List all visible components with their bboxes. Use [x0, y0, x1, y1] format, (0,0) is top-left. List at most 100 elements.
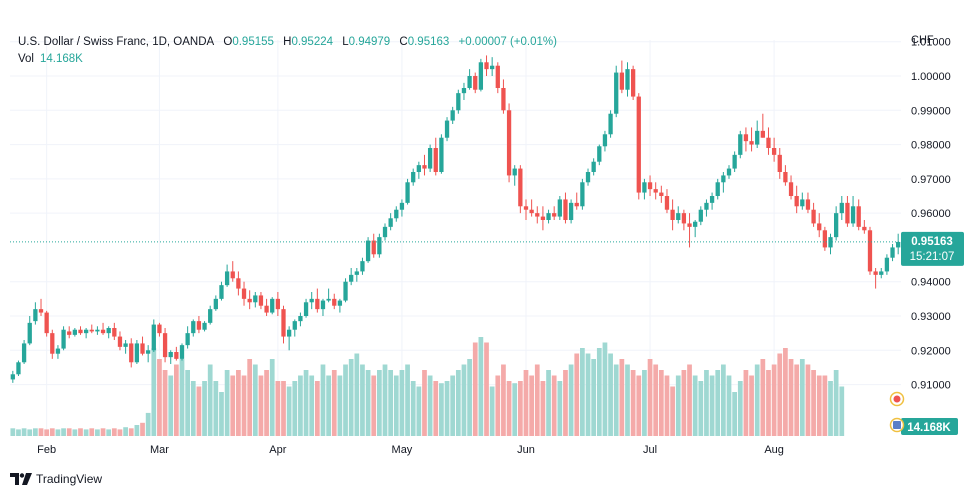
volume-bar	[382, 364, 388, 436]
candle-body	[822, 230, 828, 248]
volume-bar	[247, 359, 253, 436]
price-tick-label: 1.00000	[911, 71, 951, 83]
candle-body	[794, 196, 799, 207]
candle-body	[512, 168, 517, 176]
volume-bar	[715, 370, 721, 436]
volume-bars	[10, 337, 845, 436]
volume-bar	[495, 375, 501, 436]
price-tick-label: 0.94000	[911, 277, 951, 289]
price-axis[interactable]: 1.01000 1.00000 0.99000 0.98000 0.97000 0.960…	[911, 37, 951, 392]
candle-body	[738, 134, 743, 155]
volume-row: Vol 14.168K	[18, 51, 557, 68]
volume-bar	[794, 364, 800, 436]
volume-bar	[258, 375, 264, 436]
countdown-label: 15:21:07	[910, 251, 955, 263]
candle-body	[726, 168, 732, 176]
volume-bar	[298, 375, 303, 436]
volume-bar	[720, 364, 726, 436]
currency-label[interactable]: CHF	[911, 34, 934, 46]
volume-badge-label: 14.168K	[907, 422, 951, 434]
candle-body	[890, 247, 895, 258]
candle-body	[258, 295, 264, 306]
candle-body	[518, 168, 523, 207]
candle-body	[72, 329, 77, 335]
candle-body	[50, 333, 55, 354]
last-price-label: 0.95163	[911, 236, 953, 248]
candle-body	[360, 261, 365, 272]
event-markers[interactable]	[889, 391, 905, 433]
volume-bar	[478, 337, 484, 436]
candle-body	[585, 172, 591, 183]
candle-body	[867, 230, 873, 272]
candle-body	[653, 189, 658, 193]
volume-bar	[416, 386, 422, 436]
volume-bar	[123, 427, 128, 436]
candle-body	[95, 329, 100, 332]
volume-bar	[377, 370, 382, 436]
volume-bar	[625, 364, 630, 436]
volume-bar	[805, 364, 811, 436]
month-tick-label: Jun	[517, 444, 535, 456]
volume-bar	[337, 375, 343, 436]
candle-body	[557, 199, 562, 217]
candle-body	[230, 271, 235, 279]
candle-body	[732, 154, 737, 169]
candle-body	[55, 348, 61, 354]
candle-body	[10, 374, 15, 380]
candle-body	[805, 199, 811, 210]
candle-body	[580, 182, 585, 207]
volume-bar	[455, 370, 461, 436]
candle-body	[788, 182, 794, 196]
candle-body	[896, 241, 901, 248]
volume-bar	[399, 370, 405, 436]
candle-body	[21, 343, 27, 363]
candle-body	[834, 213, 839, 238]
tradingview-logo[interactable]: TradingView	[10, 472, 102, 486]
candle-body	[174, 352, 179, 359]
volume-bar	[162, 370, 168, 436]
candle-body	[811, 209, 816, 224]
candle-body	[422, 165, 427, 169]
volume-bar	[501, 364, 506, 436]
volume-bar	[833, 370, 839, 436]
volume-bar	[647, 359, 653, 436]
last-price-badge: 0.95163 15:21:07	[901, 231, 964, 266]
candle-body	[309, 298, 314, 303]
candle-body	[676, 213, 681, 220]
volume-bar	[709, 375, 715, 436]
candle-body	[162, 333, 168, 358]
candle-body	[608, 113, 613, 135]
volume-bar	[179, 359, 185, 436]
price-tick-label: 0.93000	[911, 311, 951, 323]
volume-bar	[360, 364, 365, 436]
volume-bar	[111, 428, 117, 436]
volume-bar	[230, 375, 236, 436]
volume-bar	[128, 428, 134, 436]
volume-bar	[27, 429, 33, 436]
volume-bar	[489, 386, 495, 436]
volume-bar	[450, 375, 456, 436]
candle-body	[873, 271, 878, 275]
volume-bar	[512, 383, 518, 436]
volume-bar	[619, 359, 625, 436]
volume-bar	[196, 386, 202, 436]
volume-bar	[134, 425, 140, 436]
time-axis[interactable]: Feb Mar Apr May Jun Jul Aug	[37, 444, 784, 456]
volume-bar	[664, 375, 670, 436]
volume-bar	[754, 364, 760, 436]
volume-bar	[100, 428, 106, 436]
volume-bar	[173, 364, 179, 436]
candle-body	[760, 130, 765, 138]
candle-body	[349, 274, 354, 282]
candle-body	[275, 298, 281, 310]
volume-bar	[439, 383, 444, 436]
volume-bar	[743, 370, 749, 436]
candle-body	[61, 329, 66, 349]
volume-bar	[766, 370, 771, 436]
volume-bar	[517, 381, 523, 436]
volume-bar	[314, 381, 320, 436]
candle-body	[450, 110, 455, 121]
candle-body	[529, 209, 534, 214]
symbol-title[interactable]: U.S. Dollar / Swiss Franc, 1D, OANDA	[18, 36, 215, 48]
